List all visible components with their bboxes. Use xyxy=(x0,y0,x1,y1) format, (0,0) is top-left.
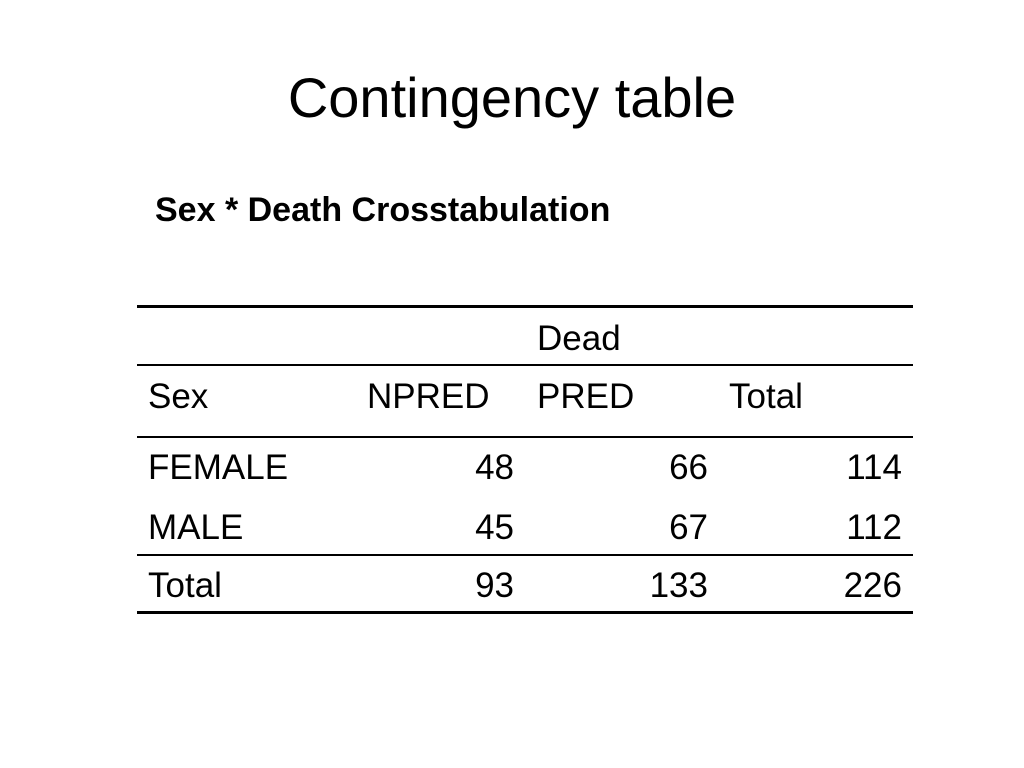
cell: 48 xyxy=(475,448,514,487)
column-header: NPRED xyxy=(367,377,490,416)
cell: 133 xyxy=(649,566,708,605)
row-label: MALE xyxy=(148,508,244,547)
row-label: Total xyxy=(148,566,222,605)
cell: 67 xyxy=(669,508,708,547)
table-caption: Sex * Death Crosstabulation xyxy=(155,191,611,229)
rule xyxy=(137,554,913,556)
column-header: Sex xyxy=(148,377,209,416)
rule xyxy=(137,611,913,614)
column-header: PRED xyxy=(537,377,635,416)
slide-title: Contingency table xyxy=(287,66,737,129)
group-header: Dead xyxy=(537,319,621,358)
rule xyxy=(137,364,913,366)
row-label: FEMALE xyxy=(148,448,289,487)
rule xyxy=(137,305,913,308)
rule xyxy=(137,436,913,438)
cell: 66 xyxy=(669,448,708,487)
cell: 93 xyxy=(475,566,514,605)
cell: 112 xyxy=(846,508,902,547)
cell: 114 xyxy=(846,448,902,487)
cell: 226 xyxy=(843,566,902,605)
cell: 45 xyxy=(475,508,514,547)
column-header: Total xyxy=(729,377,803,416)
